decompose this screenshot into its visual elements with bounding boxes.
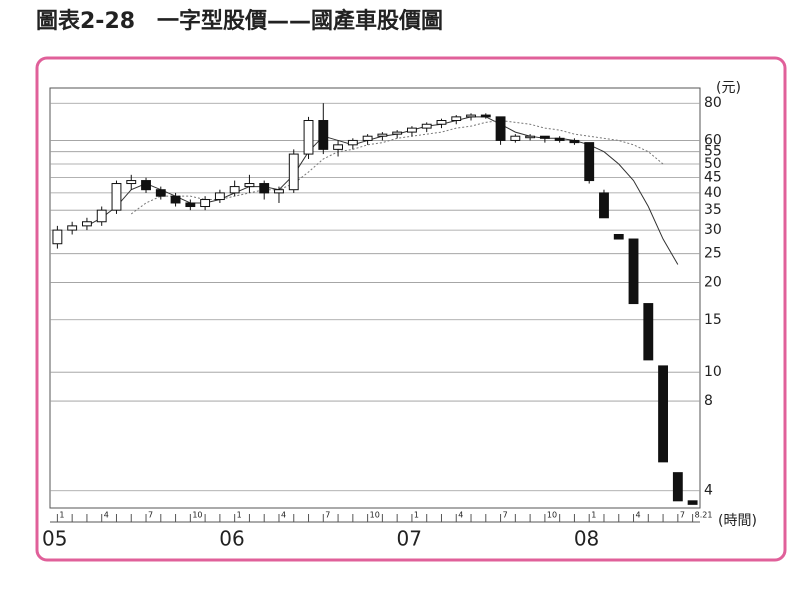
candle-body [584, 142, 595, 182]
x-unit: (時間) [718, 513, 757, 529]
x-tick-label: 1 [591, 511, 596, 520]
y-tick-label: 60 [704, 132, 722, 148]
y-tick-label: 35 [704, 202, 722, 218]
candle-body [229, 186, 240, 194]
y-tick-label: 40 [704, 185, 722, 201]
x-tick-label: 8.21 [695, 511, 713, 520]
candle-body [347, 139, 358, 146]
candle-body [126, 180, 137, 185]
candle-body [303, 120, 314, 155]
candle-body [377, 133, 388, 137]
candle-body [214, 192, 225, 201]
y-tick-label: 55 [704, 144, 722, 160]
x-tick-label: 4 [636, 511, 641, 520]
x-tick-label: 4 [281, 511, 286, 520]
candle-body [141, 180, 151, 191]
candle-body [525, 135, 536, 139]
candle-body [510, 135, 521, 141]
candle-body [554, 137, 565, 141]
y-tick-label: 20 [704, 275, 722, 291]
candle-body [111, 183, 122, 211]
x-tick-label: 7 [148, 511, 153, 520]
candle-body [362, 135, 373, 141]
candle-body [288, 153, 299, 191]
candle-body [599, 192, 609, 219]
x-tick-label: 7 [325, 511, 330, 520]
x-tick-label: 1 [414, 511, 419, 520]
frame [35, 56, 787, 562]
candle-body [658, 365, 668, 463]
candle-body [539, 135, 550, 139]
y-tick-label: 25 [704, 246, 722, 262]
x-tick-label: 4 [458, 511, 463, 520]
y-tick-label: 45 [704, 170, 722, 186]
year-label: 08 [574, 527, 599, 551]
x-tick-label: 7 [680, 511, 685, 520]
candle-body [318, 120, 329, 150]
candle-body [466, 114, 476, 118]
candle-body [407, 127, 417, 133]
y-tick-label: 10 [704, 364, 722, 380]
candle-body [82, 221, 92, 227]
candle-body [67, 225, 78, 231]
candle-body [200, 199, 211, 208]
x-tick-label: 10 [547, 511, 557, 520]
plot-area [49, 87, 701, 509]
candle-body [333, 144, 343, 150]
x-tick-label: 10 [370, 511, 380, 520]
candle-body [244, 183, 255, 188]
candle-body [185, 202, 196, 208]
y-tick-label: 8 [704, 393, 713, 409]
candle-body [52, 229, 63, 245]
candle-body [451, 116, 462, 122]
candle-body [274, 189, 284, 194]
candle-body [259, 183, 270, 194]
chart-title: 圖表2-28 一字型股價——國產車股價圖 [36, 8, 443, 34]
candle-body [96, 209, 107, 223]
candle-body [628, 238, 639, 305]
candle-body [643, 303, 654, 361]
candle-body [613, 233, 624, 240]
y-unit: (元) [716, 80, 741, 96]
candle-body [672, 472, 683, 502]
x-tick-label: 1 [237, 511, 242, 520]
y-tick-label: 30 [704, 222, 722, 238]
x-tick-label: 1 [59, 511, 64, 520]
candle-body [687, 500, 698, 505]
candle-body [421, 123, 432, 129]
year-label: 06 [219, 527, 244, 551]
candle-body [495, 116, 506, 141]
year-label: 07 [397, 527, 422, 551]
candle-body [170, 195, 181, 204]
y-tick-label: 15 [704, 312, 722, 328]
candle-body [155, 189, 166, 197]
candle-body [480, 114, 491, 118]
x-tick-label: 4 [104, 511, 109, 520]
y-tick-label: 50 [704, 156, 722, 172]
candle-body [569, 139, 580, 144]
candle-body [436, 120, 447, 125]
y-tick-label: 4 [704, 483, 713, 499]
year-label: 05 [42, 527, 67, 551]
x-tick-label: 7 [503, 511, 508, 520]
x-tick-label: 10 [192, 511, 202, 520]
y-tick-label: 80 [704, 95, 722, 111]
candle-body [392, 131, 403, 135]
